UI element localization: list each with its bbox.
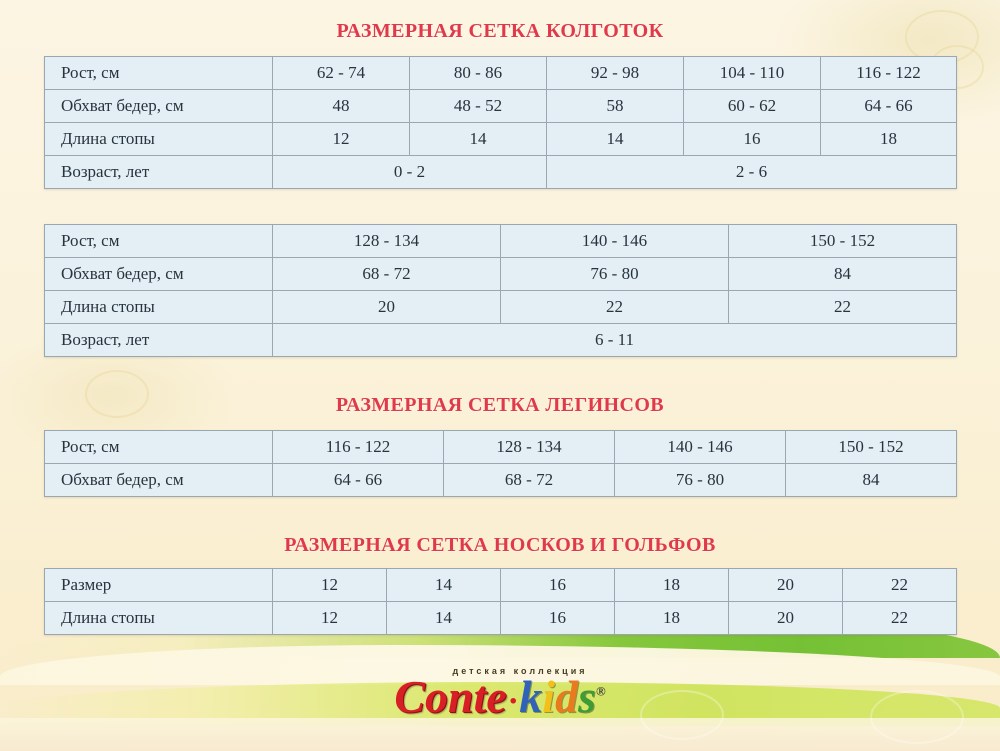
logo-letter-k: k — [519, 671, 543, 722]
row-label: Обхват бедер, см — [44, 257, 273, 291]
cell-value: 14 — [546, 122, 684, 156]
cell-value: 20 — [272, 290, 501, 324]
cell-value: 68 - 72 — [443, 463, 615, 497]
cell-value: 92 - 98 — [546, 56, 684, 90]
cell-value: 64 - 66 — [272, 463, 444, 497]
logo-separator: · — [508, 683, 518, 720]
cell-value: 80 - 86 — [409, 56, 547, 90]
cell-value: 58 — [546, 89, 684, 123]
table-row: Рост, см 116 - 122 128 - 134 140 - 146 1… — [44, 430, 957, 464]
table-leggings: Рост, см 116 - 122 128 - 134 140 - 146 1… — [44, 430, 957, 497]
cell-value: 150 - 152 — [785, 430, 957, 464]
row-label: Обхват бедер, см — [44, 463, 273, 497]
table-socks: Размер 12 14 16 18 20 22 Длина стопы 12 … — [44, 568, 957, 635]
cell-value: 18 — [614, 601, 729, 635]
table-row: Длина стопы 20 22 22 — [44, 290, 957, 324]
cell-value: 14 — [386, 568, 501, 602]
table-row: Длина стопы 12 14 14 16 18 — [44, 122, 957, 156]
table-row: Возраст, лет 6 - 11 — [44, 323, 957, 357]
cell-value: 22 — [500, 290, 729, 324]
cell-value: 16 — [500, 568, 615, 602]
row-label: Рост, см — [44, 56, 273, 90]
row-label: Рост, см — [44, 430, 273, 464]
row-label: Рост, см — [44, 224, 273, 258]
cell-value: 150 - 152 — [728, 224, 957, 258]
cell-value: 48 - 52 — [409, 89, 547, 123]
logo-brand-primary: Conte — [394, 671, 507, 722]
logo-letter-d: d — [555, 671, 579, 722]
table-row: Обхват бедер, см 48 48 - 52 58 60 - 62 6… — [44, 89, 957, 123]
cell-value: 140 - 146 — [614, 430, 786, 464]
cell-value: 140 - 146 — [500, 224, 729, 258]
cell-value: 64 - 66 — [820, 89, 957, 123]
table-row: Длина стопы 12 14 16 18 20 22 — [44, 601, 957, 635]
cell-value-merged: 6 - 11 — [272, 323, 957, 357]
cell-value: 76 - 80 — [614, 463, 786, 497]
row-label: Возраст, лет — [44, 323, 273, 357]
row-label: Длина стопы — [44, 601, 273, 635]
cell-value: 22 — [728, 290, 957, 324]
row-label: Размер — [44, 568, 273, 602]
cell-value: 12 — [272, 122, 410, 156]
logo-wordmark: Conte·kids® — [0, 674, 1000, 720]
cell-value: 48 — [272, 89, 410, 123]
table-tights-small: Рост, см 62 - 74 80 - 86 92 - 98 104 - 1… — [44, 56, 957, 189]
row-label: Возраст, лет — [44, 155, 273, 189]
cell-value: 128 - 134 — [272, 224, 501, 258]
cell-value: 84 — [785, 463, 957, 497]
table-row: Размер 12 14 16 18 20 22 — [44, 568, 957, 602]
cell-value: 60 - 62 — [683, 89, 821, 123]
logo-registered-mark: ® — [595, 683, 606, 699]
section-title-tights: РАЗМЕРНАЯ СЕТКА КОЛГОТОК — [336, 20, 664, 42]
row-label: Обхват бедер, см — [44, 89, 273, 123]
cell-value: 22 — [842, 601, 957, 635]
cell-value: 62 - 74 — [272, 56, 410, 90]
cell-value: 104 - 110 — [683, 56, 821, 90]
cell-value: 20 — [728, 601, 843, 635]
cell-value: 12 — [272, 568, 387, 602]
cell-value: 116 - 122 — [820, 56, 957, 90]
cell-value: 128 - 134 — [443, 430, 615, 464]
table-row: Обхват бедер, см 68 - 72 76 - 80 84 — [44, 257, 957, 291]
logo-tagline: детская коллекция — [452, 666, 588, 676]
cell-value: 68 - 72 — [272, 257, 501, 291]
cell-value: 76 - 80 — [500, 257, 729, 291]
cell-value: 12 — [272, 601, 387, 635]
logo-letter-i: i — [542, 671, 556, 722]
cell-value-merged: 0 - 2 — [272, 155, 547, 189]
cell-value: 14 — [409, 122, 547, 156]
cell-value: 18 — [820, 122, 957, 156]
cell-value: 116 - 122 — [272, 430, 444, 464]
logo-letter-s: s — [578, 671, 596, 722]
cell-value: 18 — [614, 568, 729, 602]
section-title-socks: РАЗМЕРНАЯ СЕТКА НОСКОВ И ГОЛЬФОВ — [284, 534, 716, 556]
table-row: Рост, см 62 - 74 80 - 86 92 - 98 104 - 1… — [44, 56, 957, 90]
cell-value: 22 — [842, 568, 957, 602]
table-row: Рост, см 128 - 134 140 - 146 150 - 152 — [44, 224, 957, 258]
decorative-bottom-band — [0, 718, 1000, 751]
brand-logo: детская коллекция Conte·kids® — [0, 666, 1000, 720]
section-title-leggings: РАЗМЕРНАЯ СЕТКА ЛЕГИНСОВ — [335, 394, 665, 416]
cell-value: 20 — [728, 568, 843, 602]
cell-value: 16 — [683, 122, 821, 156]
table-row: Возраст, лет 0 - 2 2 - 6 — [44, 155, 957, 189]
row-label: Длина стопы — [44, 122, 273, 156]
cell-value: 14 — [386, 601, 501, 635]
cell-value: 16 — [500, 601, 615, 635]
cell-value-merged: 2 - 6 — [546, 155, 957, 189]
table-row: Обхват бедер, см 64 - 66 68 - 72 76 - 80… — [44, 463, 957, 497]
table-tights-large: Рост, см 128 - 134 140 - 146 150 - 152 О… — [44, 224, 957, 357]
row-label: Длина стопы — [44, 290, 273, 324]
cell-value: 84 — [728, 257, 957, 291]
